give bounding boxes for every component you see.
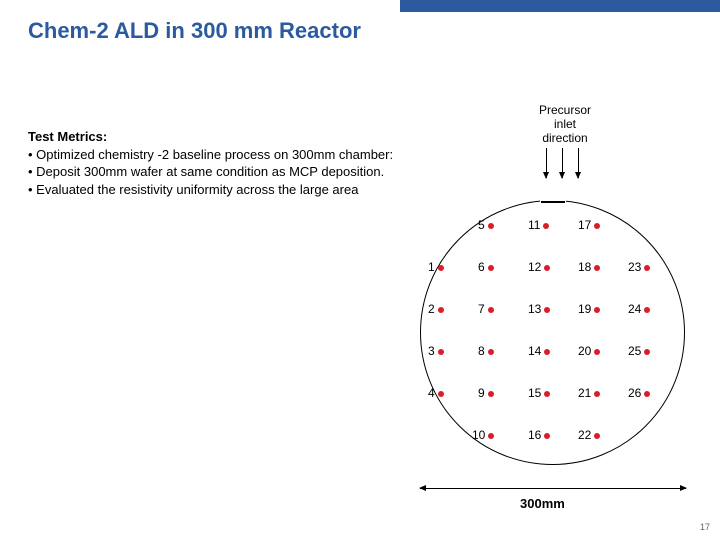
dot-icon [438, 307, 444, 313]
wafer-circle [420, 200, 685, 465]
dot-icon [438, 349, 444, 355]
dimension-line [420, 488, 686, 489]
wafer-point: 10 [472, 428, 494, 442]
wafer-point: 22 [578, 428, 600, 442]
wafer-point: 2 [428, 302, 444, 316]
wafer-point: 17 [578, 218, 600, 232]
precursor-inlet-label: Precursor inlet direction [530, 104, 600, 145]
dot-icon [594, 307, 600, 313]
wafer-point: 19 [578, 302, 600, 316]
dot-icon [488, 433, 494, 439]
dot-icon [594, 349, 600, 355]
wafer-point: 5 [478, 218, 494, 232]
metrics-heading: Test Metrics: [28, 128, 393, 146]
wafer-point: 26 [628, 386, 650, 400]
dot-icon [488, 265, 494, 271]
metrics-bullet: • Deposit 300mm wafer at same condition … [28, 163, 393, 181]
metrics-bullet: • Optimized chemistry -2 baseline proces… [28, 146, 393, 164]
dot-icon [544, 433, 550, 439]
wafer-point: 21 [578, 386, 600, 400]
dot-icon [644, 307, 650, 313]
dot-icon [594, 223, 600, 229]
wafer-point: 15 [528, 386, 550, 400]
wafer-point: 24 [628, 302, 650, 316]
dot-icon [594, 265, 600, 271]
wafer-point: 23 [628, 260, 650, 274]
wafer-point: 20 [578, 344, 600, 358]
dot-icon [544, 391, 550, 397]
dot-icon [644, 265, 650, 271]
wafer-point: 4 [428, 386, 444, 400]
dot-icon [488, 307, 494, 313]
wafer-point: 18 [578, 260, 600, 274]
test-metrics-block: Test Metrics: • Optimized chemistry -2 b… [28, 128, 393, 198]
wafer-point: 7 [478, 302, 494, 316]
dot-icon [544, 265, 550, 271]
inlet-arrow-icon [578, 148, 579, 178]
dot-icon [488, 391, 494, 397]
wafer-flat-line [541, 201, 565, 203]
wafer-point: 13 [528, 302, 550, 316]
wafer-point: 9 [478, 386, 494, 400]
inlet-arrow-icon [562, 148, 563, 178]
page-title: Chem-2 ALD in 300 mm Reactor [28, 18, 361, 44]
wafer-point: 11 [528, 218, 549, 232]
dot-icon [544, 349, 550, 355]
wafer-point: 16 [528, 428, 550, 442]
dot-icon [544, 307, 550, 313]
page-number: 17 [700, 522, 710, 532]
wafer-point: 12 [528, 260, 550, 274]
dot-icon [488, 349, 494, 355]
dimension-label: 300mm [520, 496, 565, 511]
header-accent-bar [400, 0, 720, 12]
dot-icon [438, 391, 444, 397]
wafer-point: 6 [478, 260, 494, 274]
dot-icon [644, 391, 650, 397]
wafer-point: 8 [478, 344, 494, 358]
dot-icon [644, 349, 650, 355]
wafer-point: 14 [528, 344, 550, 358]
dot-icon [594, 433, 600, 439]
dot-icon [543, 223, 549, 229]
inlet-arrow-icon [546, 148, 547, 178]
dot-icon [488, 223, 494, 229]
dot-icon [438, 265, 444, 271]
wafer-point: 25 [628, 344, 650, 358]
wafer-point: 3 [428, 344, 444, 358]
wafer-point: 1 [428, 260, 444, 274]
dot-icon [594, 391, 600, 397]
metrics-bullet: • Evaluated the resistivity uniformity a… [28, 181, 393, 199]
